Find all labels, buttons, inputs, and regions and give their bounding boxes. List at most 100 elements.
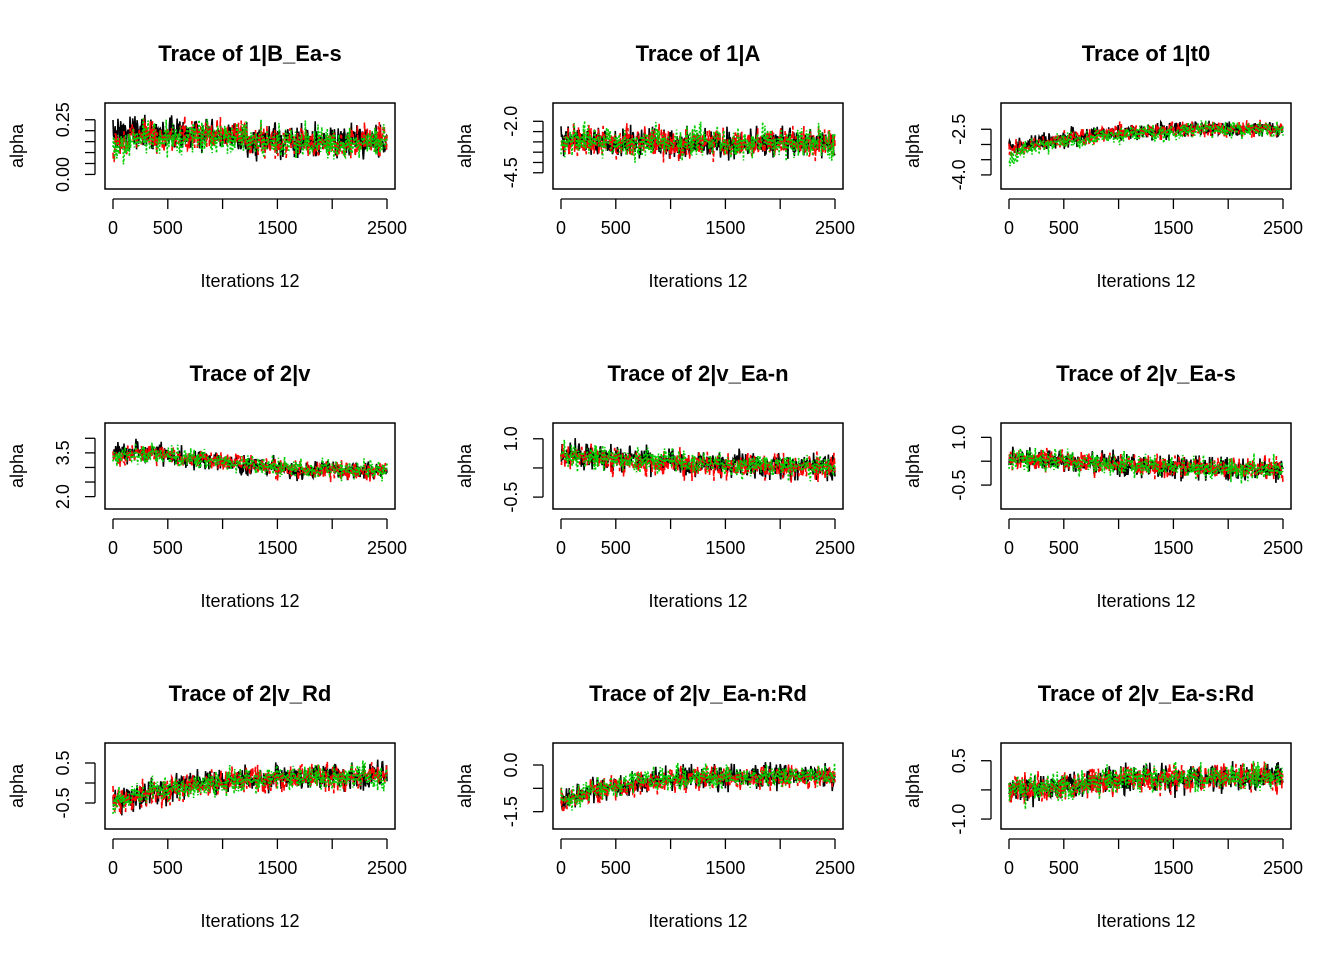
trace-line (1008, 760, 1284, 810)
plot-frame (1000, 102, 1292, 190)
y-axis-label: alpha (7, 443, 27, 488)
x-tick-label: 1500 (1153, 218, 1193, 238)
x-axis-label: Iterations 12 (1096, 271, 1195, 291)
plot-frame (552, 742, 844, 830)
y-axis-label: alpha (455, 123, 475, 168)
x-tick-label: 0 (108, 858, 118, 878)
trace-line (112, 442, 388, 482)
trace-line (1008, 447, 1284, 484)
x-tick-label: 2500 (1263, 858, 1303, 878)
trace-line (1008, 120, 1284, 167)
trace-panel: Trace of 1|B_Ea-s 0 500 1500 2500 Iterations … (7, 41, 407, 291)
chart-title: Trace of 2|v_Ea-s (1056, 361, 1236, 386)
x-tick-label: 500 (1049, 538, 1079, 558)
x-tick-label: 500 (601, 538, 631, 558)
trace-line (112, 760, 388, 814)
y-tick-label: -4.5 (501, 157, 521, 188)
x-tick-label: 500 (1049, 218, 1079, 238)
x-tick-label: 0 (1004, 538, 1014, 558)
plot-frame (104, 742, 396, 830)
chart-title: Trace of 1|A (636, 41, 761, 66)
trace-panel: Trace of 1|A 0 500 1500 2500 Iterations 12 -4.… (455, 41, 855, 291)
x-tick-label: 2500 (1263, 538, 1303, 558)
x-tick-label: 0 (556, 218, 566, 238)
y-tick-label: 1.0 (949, 425, 969, 450)
trace-line (560, 439, 836, 483)
trace-panel: Trace of 2|v_Ea-s 0 500 1500 2500 Iterations … (903, 361, 1303, 611)
trace-panel: Trace of 2|v_Ea-n:Rd 0 500 1500 2500 Iteratio… (455, 681, 855, 931)
y-tick-label: 2.0 (53, 484, 73, 509)
y-axis-label: alpha (455, 443, 475, 488)
x-tick-label: 0 (108, 218, 118, 238)
trace-line (112, 118, 388, 165)
trace-panel: Trace of 2|v_Rd 0 500 1500 2500 Iterations 12… (7, 681, 407, 931)
x-tick-label: 500 (153, 538, 183, 558)
x-tick-label: 0 (556, 538, 566, 558)
y-tick-label: -0.5 (949, 470, 969, 501)
trace-panel: Trace of 2|v 0 500 1500 2500 Iterations 12 2.0… (7, 361, 407, 611)
plot-frame (552, 102, 844, 190)
x-tick-label: 1500 (257, 858, 297, 878)
plot-frame (104, 422, 396, 510)
x-tick-label: 2500 (815, 538, 855, 558)
chart-title: Trace of 2|v_Ea-s:Rd (1038, 681, 1254, 706)
y-tick-label: 0.25 (53, 102, 73, 137)
x-tick-label: 0 (1004, 858, 1014, 878)
x-tick-label: 1500 (1153, 858, 1193, 878)
y-tick-label: 0.0 (501, 752, 521, 777)
y-tick-label: 1.0 (501, 426, 521, 451)
x-tick-label: 500 (153, 218, 183, 238)
x-tick-label: 0 (556, 858, 566, 878)
y-tick-label: -0.5 (53, 787, 73, 818)
chart-title: Trace of 2|v_Ea-n:Rd (589, 681, 807, 706)
x-axis-label: Iterations 12 (648, 271, 747, 291)
x-tick-label: 500 (601, 218, 631, 238)
y-tick-label: 0.5 (53, 750, 73, 775)
y-tick-label: -0.5 (501, 482, 521, 513)
y-axis-label: alpha (903, 123, 923, 168)
trace-line (560, 120, 836, 163)
x-tick-label: 2500 (367, 858, 407, 878)
y-tick-label: 0.5 (949, 748, 969, 773)
plot-frame (552, 422, 844, 510)
x-axis-label: Iterations 12 (648, 911, 747, 931)
y-axis-label: alpha (455, 763, 475, 808)
x-tick-label: 500 (1049, 858, 1079, 878)
x-axis-label: Iterations 12 (648, 591, 747, 611)
chart-title: Trace of 2|v (189, 361, 311, 386)
x-axis-label: Iterations 12 (1096, 591, 1195, 611)
x-tick-label: 500 (153, 858, 183, 878)
plot-frame (104, 102, 396, 190)
y-axis-label: alpha (903, 763, 923, 808)
x-tick-label: 2500 (815, 858, 855, 878)
y-tick-label: 3.5 (53, 440, 73, 465)
x-tick-label: 1500 (705, 218, 745, 238)
y-tick-label: -1.0 (949, 804, 969, 835)
y-tick-label: -4.0 (949, 159, 969, 190)
trace-line (112, 761, 388, 814)
chart-title: Trace of 1|t0 (1082, 41, 1210, 66)
x-tick-label: 1500 (705, 538, 745, 558)
chart-title: Trace of 2|v_Rd (169, 681, 332, 706)
x-tick-label: 2500 (815, 218, 855, 238)
trace-panel: Trace of 1|t0 0 500 1500 2500 Iterations 12 -4… (903, 41, 1303, 291)
y-axis-label: alpha (903, 443, 923, 488)
y-tick-label: 0.00 (53, 157, 73, 192)
x-axis-label: Iterations 12 (1096, 911, 1195, 931)
x-axis-label: Iterations 12 (200, 271, 299, 291)
x-tick-label: 0 (1004, 218, 1014, 238)
y-tick-label: -2.5 (949, 114, 969, 145)
trace-panel: Trace of 2|v_Ea-s:Rd 0 500 1500 2500 Iteratio… (903, 681, 1303, 931)
x-tick-label: 2500 (367, 538, 407, 558)
chart-title: Trace of 1|B_Ea-s (158, 41, 341, 66)
y-tick-label: -1.5 (501, 796, 521, 827)
x-tick-label: 1500 (257, 218, 297, 238)
trace-panel: Trace of 2|v_Ea-n 0 500 1500 2500 Iterations … (455, 361, 855, 611)
x-axis-label: Iterations 12 (200, 911, 299, 931)
y-tick-label: -2.0 (501, 106, 521, 137)
x-axis-label: Iterations 12 (200, 591, 299, 611)
y-axis-label: alpha (7, 123, 27, 168)
x-tick-label: 2500 (367, 218, 407, 238)
x-tick-label: 1500 (257, 538, 297, 558)
